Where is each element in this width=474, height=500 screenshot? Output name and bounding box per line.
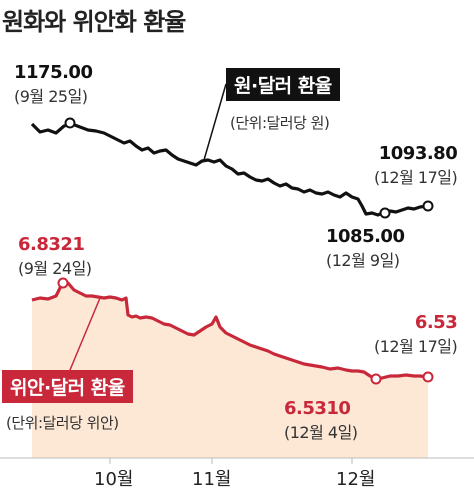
cny-last-marker — [422, 371, 434, 383]
cny-series-badge: 위안·달러 환율 — [2, 370, 133, 403]
krw-high-marker — [64, 117, 76, 129]
x-tick-nov: 11월 — [192, 469, 232, 490]
cny-area-fill — [32, 283, 428, 458]
krw-high-annotation: 1175.00 (9월 25일) — [14, 62, 93, 107]
cny-last-value: 6.53 — [414, 312, 458, 333]
krw-series-line — [30, 122, 429, 217]
krw-low-date: (12월 9일) — [326, 251, 400, 270]
cny-last-date: (12월 17일) — [374, 337, 458, 356]
cny-high-value: 6.8321 — [18, 234, 85, 255]
krw-last-date: (12월 17일) — [374, 168, 458, 187]
krw-high-value: 1175.00 — [14, 62, 93, 83]
cny-low-date: (12월 4일) — [284, 423, 358, 442]
cny-leader-line — [69, 297, 101, 371]
krw-high-date: (9월 25일) — [14, 87, 88, 106]
krw-leader-line — [203, 83, 227, 161]
krw-series-badge: 원·달러 환율 — [226, 68, 340, 101]
krw-low-value: 1085.00 — [326, 226, 405, 247]
krw-low-marker — [379, 207, 391, 219]
krw-last-value: 1093.80 — [378, 143, 458, 164]
cny-low-value: 6.5310 — [284, 398, 351, 419]
cny-series-line — [31, 281, 429, 381]
cny-high-annotation: 6.8321 (9월 24일) — [18, 234, 92, 279]
cny-high-marker — [57, 277, 69, 289]
cny-last-annotation: 6.53 (12월 17일) — [374, 312, 458, 357]
cny-low-marker — [370, 373, 382, 385]
x-tick-dec: 12월 — [336, 469, 376, 490]
krw-low-annotation: 1085.00 (12월 9일) — [326, 226, 405, 271]
krw-last-annotation: 1093.80 (12월 17일) — [374, 143, 458, 188]
chart-title: 원화와 위안화 환율 — [2, 8, 186, 36]
x-tick-oct: 10월 — [94, 469, 134, 490]
cny-high-date: (9월 24일) — [18, 259, 92, 278]
cny-low-annotation: 6.5310 (12월 4일) — [284, 398, 358, 443]
krw-last-marker — [422, 200, 434, 212]
cny-unit-label: (단위:달러당 위안) — [6, 414, 119, 432]
krw-unit-label: (단위:달러당 원) — [230, 114, 330, 132]
